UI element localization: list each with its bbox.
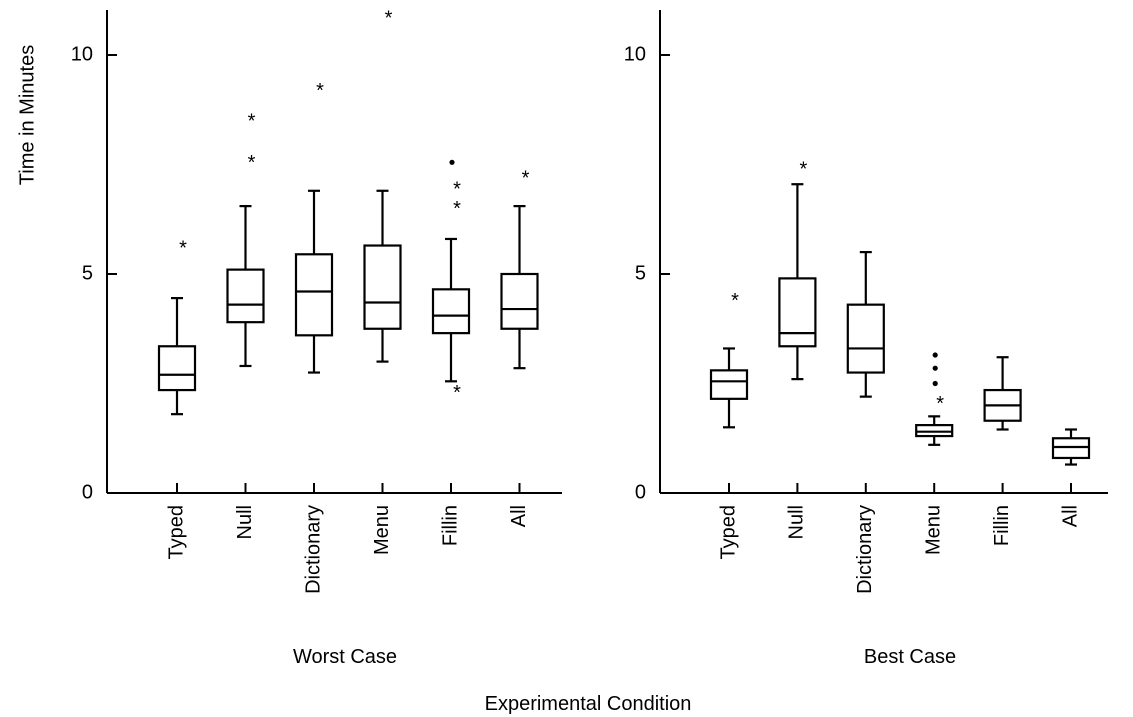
y-tick-label: 5 — [82, 262, 93, 284]
outlier-star: * — [731, 290, 739, 312]
category-label: All — [508, 505, 530, 527]
outlier-star: * — [522, 167, 530, 189]
panel-title: Worst Case — [293, 646, 397, 668]
category-label: Dictionary — [302, 505, 324, 594]
category-label: Fillin — [991, 505, 1013, 546]
box-iqr — [294, 253, 334, 337]
category-label: Menu — [371, 505, 393, 555]
box-iqr — [363, 244, 402, 330]
outlier-star: * — [453, 178, 461, 200]
box-iqr — [431, 288, 471, 335]
outlier-star: * — [453, 382, 461, 404]
outlier-dot — [932, 380, 938, 387]
outlier-star: * — [800, 159, 808, 181]
category-label: Null — [234, 505, 256, 539]
y-tick-label: 10 — [71, 43, 93, 65]
category-label: Menu — [922, 505, 944, 555]
outlier-star: * — [316, 80, 324, 102]
panel-best-case: 0 5 10 Best Case Typed * Null * Dictionary Menu * F… — [624, 10, 1108, 668]
outlier-star: * — [385, 8, 393, 30]
y-axis-label: Time in Minutes — [16, 45, 38, 185]
category-label: All — [1059, 505, 1081, 527]
outlier-star: * — [179, 238, 187, 260]
box-iqr — [500, 272, 539, 330]
box-iqr — [778, 277, 817, 348]
outlier-star: * — [936, 393, 944, 415]
outlier-dot — [932, 365, 938, 371]
outlier-dot — [932, 352, 938, 358]
category-label: Typed — [717, 505, 739, 559]
panel-title: Best Case — [864, 646, 956, 668]
category-label: Fillin — [439, 505, 461, 546]
outlier-star: * — [453, 198, 461, 220]
category-label: Dictionary — [854, 505, 876, 594]
category-label: Typed — [165, 505, 187, 559]
category-label: Null — [786, 505, 808, 539]
box-iqr — [157, 345, 197, 392]
outlier-dot — [449, 159, 455, 165]
y-tick-label: 0 — [82, 481, 93, 503]
y-tick-label: 10 — [624, 43, 646, 65]
box-iqr — [846, 303, 885, 374]
y-tick-label: 5 — [635, 262, 646, 284]
outlier-star: * — [248, 152, 256, 174]
box-iqr — [226, 268, 265, 324]
outlier-star: * — [248, 111, 256, 133]
box-iqr — [709, 369, 749, 400]
y-tick-label: 0 — [635, 481, 646, 503]
x-axis-label: Experimental Condition — [485, 693, 692, 715]
